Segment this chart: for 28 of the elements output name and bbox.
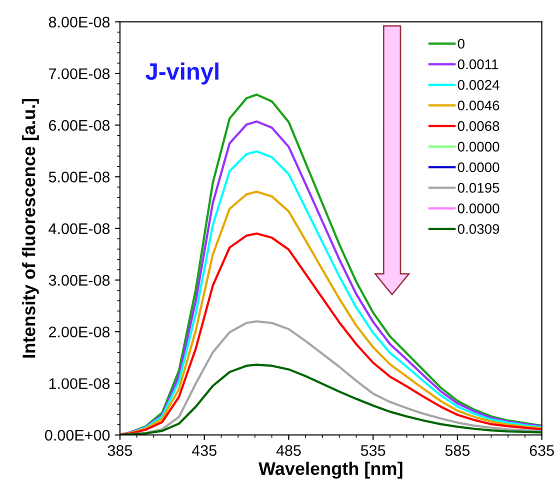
y-tick-label: 1.00E-08 (49, 378, 110, 390)
y-tick-label: 7.00E-08 (49, 68, 110, 80)
x-tick-label: 585 (445, 445, 470, 456)
y-tick-label: 8.00E-08 (48, 16, 110, 28)
legend-label: 0.0309 (458, 224, 500, 234)
x-tick-label: 635 (530, 445, 554, 456)
legend-label: 0.0046 (458, 100, 500, 110)
legend-label: 0.0000 (458, 162, 500, 172)
legend-label: 0.0068 (458, 121, 500, 131)
y-tick-label: 4.00E-08 (48, 223, 110, 234)
x-axis-title: Wavelength [nm] (258, 462, 402, 479)
x-tick-label: 535 (360, 445, 386, 456)
y-tick-label: 6.00E-08 (49, 120, 110, 131)
legend-label: 0.0024 (458, 80, 500, 90)
y-tick-label: 0.00E+00 (45, 430, 110, 441)
legend-label: 0.0195 (458, 182, 500, 193)
y-tick-label: 5.00E-08 (48, 172, 110, 182)
y-axis-title: Intensity of fluorescence [a.u.] (22, 98, 39, 358)
annotation: J-vinyl (146, 62, 218, 85)
legend-label: 0 (458, 38, 464, 49)
legend-label: 0.0000 (458, 142, 500, 152)
x-tick-label: 435 (192, 445, 216, 456)
y-tick-label: 2.00E-08 (49, 326, 110, 338)
legend-label: 0.0000 (458, 204, 500, 214)
y-tick-label: 3.00E-08 (48, 274, 110, 286)
x-tick-label: 385 (108, 445, 132, 456)
x-tick-label: 485 (276, 445, 301, 456)
legend-label: 0.0011 (458, 59, 498, 70)
